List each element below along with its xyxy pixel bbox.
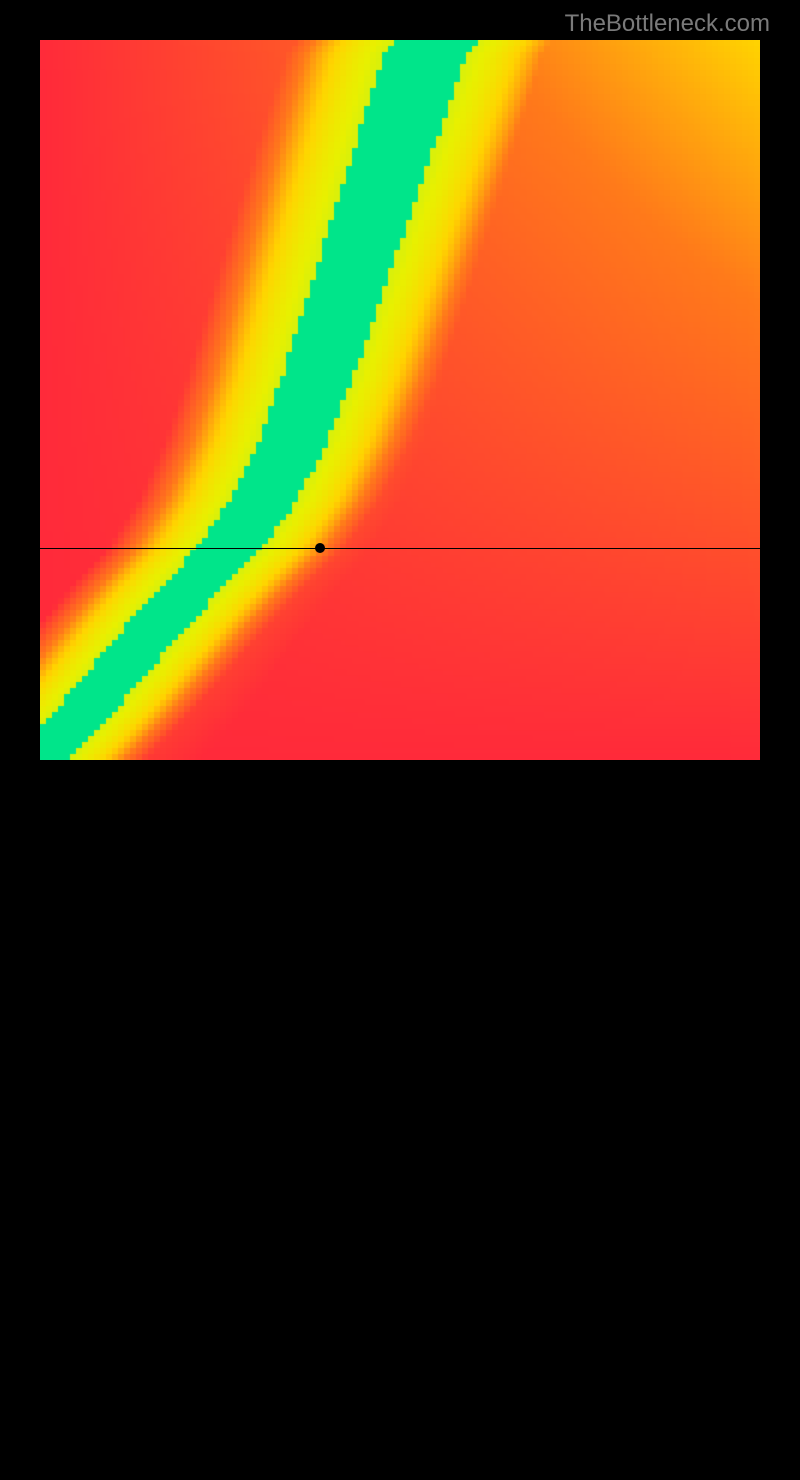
heatmap-canvas — [40, 40, 760, 760]
crosshair-vertical — [320, 760, 321, 1480]
watermark-text: TheBottleneck.com — [565, 10, 770, 38]
crosshair-horizontal — [40, 548, 760, 549]
heatmap-plot — [40, 40, 760, 760]
crosshair-marker — [315, 543, 325, 553]
chart-container: TheBottleneck.com — [0, 0, 800, 800]
